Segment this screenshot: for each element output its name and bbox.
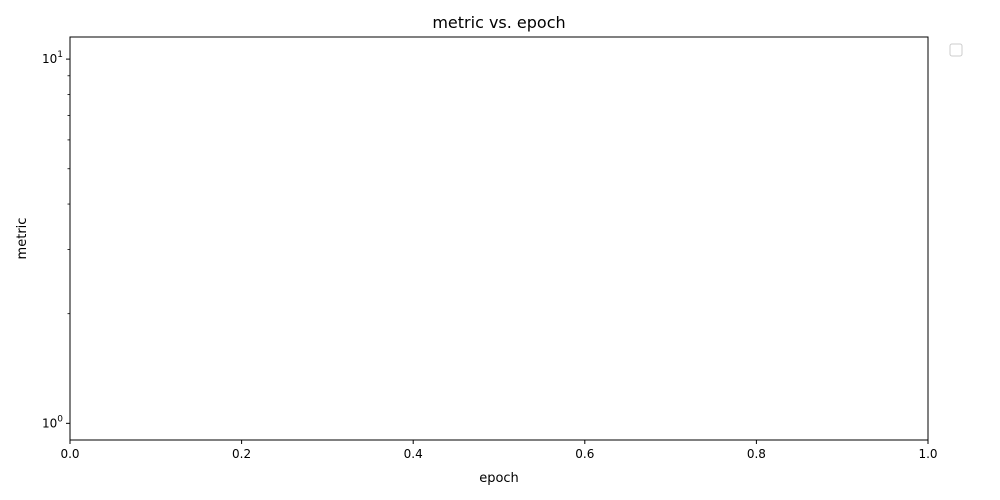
y-axis-label: metric xyxy=(15,218,30,260)
legend-box xyxy=(949,43,963,57)
y-tick-label: 100 xyxy=(42,414,63,430)
x-tick-label: 0.6 xyxy=(575,447,594,461)
x-tick-label: 0.0 xyxy=(60,447,79,461)
x-tick-label: 0.2 xyxy=(232,447,251,461)
x-tick-label: 0.8 xyxy=(747,447,766,461)
chart-title: metric vs. epoch xyxy=(432,13,565,32)
y-axis-ticks: 100 101 xyxy=(42,50,70,430)
y-tick-label: 101 xyxy=(42,50,63,66)
x-tick-label: 0.4 xyxy=(404,447,423,461)
plot-background xyxy=(70,37,928,440)
plot-frame xyxy=(69,36,929,441)
x-tick-label: 1.0 xyxy=(918,447,937,461)
x-axis-ticks: 0.0 0.2 0.4 0.6 0.8 1.0 xyxy=(60,440,938,461)
x-axis-label: epoch xyxy=(479,471,519,486)
